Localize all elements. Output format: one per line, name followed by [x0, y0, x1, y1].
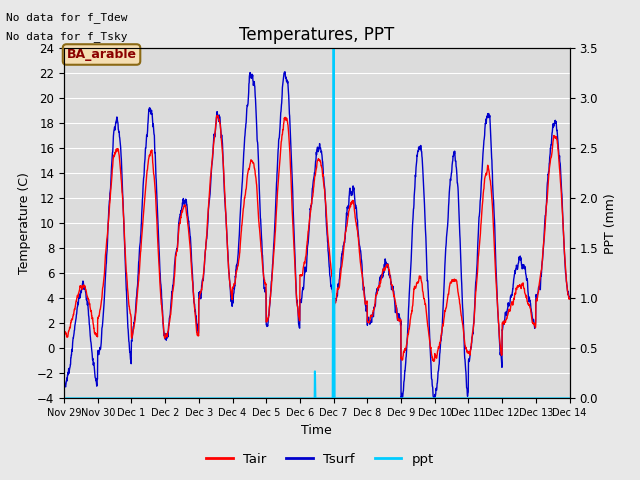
- Line: ppt: ppt: [64, 48, 570, 398]
- Tsurf: [281, 69, 289, 74]
- ppt: [321, 396, 329, 401]
- ppt: [154, 396, 162, 401]
- Tsurf: [198, 282, 205, 288]
- Tair: [213, 113, 221, 119]
- Tair: [467, 346, 475, 351]
- ppt: [544, 396, 552, 401]
- Line: Tair: Tair: [64, 116, 570, 361]
- Tair: [322, 198, 330, 204]
- Tsurf: [60, 380, 68, 386]
- ppt: [198, 396, 205, 401]
- Tsurf: [566, 296, 573, 301]
- Tsurf: [374, 287, 382, 293]
- Text: No data for f_Tsky: No data for f_Tsky: [6, 31, 128, 42]
- ppt: [467, 396, 474, 401]
- Tsurf: [467, 346, 475, 352]
- Tair: [566, 295, 573, 301]
- Tsurf: [154, 226, 162, 232]
- X-axis label: Time: Time: [301, 424, 332, 437]
- Y-axis label: Temperature (C): Temperature (C): [19, 172, 31, 274]
- Tair: [154, 244, 162, 250]
- Tair: [544, 186, 552, 192]
- ppt: [330, 45, 337, 51]
- Tair: [430, 359, 438, 364]
- Text: No data for f_Tdew: No data for f_Tdew: [6, 12, 128, 23]
- Legend: Tair, Tsurf, ppt: Tair, Tsurf, ppt: [201, 447, 439, 471]
- Tair: [374, 284, 382, 290]
- Tsurf: [322, 198, 330, 204]
- Text: BA_arable: BA_arable: [67, 48, 136, 61]
- Y-axis label: PPT (mm): PPT (mm): [604, 193, 616, 253]
- Tair: [60, 331, 68, 337]
- Tair: [198, 286, 205, 291]
- ppt: [374, 396, 382, 401]
- Title: Temperatures, PPT: Temperatures, PPT: [239, 25, 394, 44]
- Tsurf: [431, 399, 438, 405]
- Tsurf: [544, 176, 552, 181]
- ppt: [60, 396, 68, 401]
- ppt: [566, 396, 573, 401]
- Line: Tsurf: Tsurf: [64, 72, 570, 402]
